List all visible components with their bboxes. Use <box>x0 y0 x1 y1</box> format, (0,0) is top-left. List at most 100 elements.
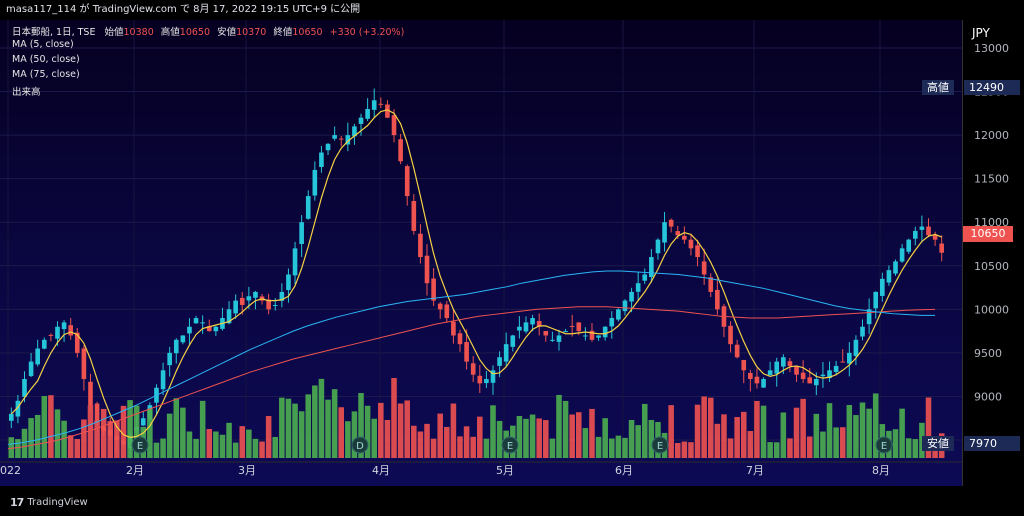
candle-body <box>74 332 80 353</box>
volume-bar <box>853 415 859 458</box>
volume-bar <box>576 412 582 458</box>
volume-bar <box>628 419 635 458</box>
ma75-legend[interactable]: MA (75, close) <box>12 69 80 80</box>
event-marker-label: E <box>881 441 887 452</box>
candle-body <box>649 257 654 278</box>
volume-bar <box>457 436 463 458</box>
candle-body <box>543 331 549 336</box>
volume-bar <box>470 436 476 458</box>
volume-bar <box>674 442 681 458</box>
candle-body <box>371 100 377 110</box>
volume-bar <box>872 393 879 458</box>
volume-bar <box>582 428 589 458</box>
candle-body <box>464 341 469 362</box>
volume-bar <box>919 422 925 458</box>
candle-body <box>352 126 357 137</box>
candle-body <box>906 239 912 252</box>
candle-body <box>391 115 397 136</box>
candle-body <box>338 138 344 140</box>
candle-body <box>517 326 522 331</box>
candle-body <box>701 261 707 275</box>
tradingview-logo[interactable]: 17 TradingView <box>10 496 88 509</box>
open-value: 10380 <box>123 27 154 38</box>
ma75-line <box>7 270 935 445</box>
volume-bar <box>186 431 193 458</box>
volume-bar <box>259 441 265 458</box>
candle-body <box>840 361 846 363</box>
candle-body <box>629 291 634 302</box>
volume-bar <box>371 418 377 458</box>
candle-body <box>48 334 54 336</box>
volume-bar <box>477 416 483 458</box>
candle-body <box>668 219 674 227</box>
candle-body <box>253 291 258 298</box>
event-marker-icon <box>501 436 519 454</box>
volume-bar <box>496 420 503 458</box>
volume-bar <box>28 418 34 458</box>
event-marker-label: D <box>356 441 364 452</box>
symbol-legend: 日本郵船, 1日, TSE 始値10380 高値10650 安値10370 終値… <box>12 24 404 38</box>
x-tick-label: 2月 <box>126 464 144 477</box>
candle-body <box>239 297 245 305</box>
candle-body <box>741 359 747 371</box>
volume-bar <box>437 413 443 458</box>
candle-body <box>81 348 87 380</box>
tradingview-mark-icon: 17 <box>10 496 24 509</box>
volume-bar <box>602 418 608 458</box>
candle-body <box>365 108 370 119</box>
candle-body <box>490 370 496 383</box>
candle-body <box>926 226 931 236</box>
candle-body <box>569 325 575 327</box>
event-marker-label: E <box>657 441 663 452</box>
x-tick-label: 5月 <box>496 464 514 477</box>
volume-bar <box>747 430 754 458</box>
ma5-legend[interactable]: MA (5, close) <box>12 39 74 50</box>
candle-body <box>55 326 60 339</box>
volume-bar <box>688 442 694 458</box>
candle-body <box>794 366 799 375</box>
candle-body <box>899 248 905 262</box>
candle-body <box>635 283 641 292</box>
candle-body <box>602 326 608 338</box>
volume-bar <box>430 438 437 458</box>
price-axis[interactable] <box>962 20 1024 486</box>
volume-bar <box>160 438 166 458</box>
volume-bar <box>120 405 127 458</box>
candle-body <box>510 335 516 347</box>
candle-body <box>589 330 595 340</box>
candle-body <box>200 322 205 324</box>
volume-legend[interactable]: 出来高 <box>12 87 41 98</box>
volume-bar <box>556 394 562 458</box>
volume-bar <box>54 409 61 458</box>
volume-bar <box>912 439 919 458</box>
candle-body <box>761 379 766 388</box>
y-tick-label: 9000 <box>974 390 1002 403</box>
candle-body <box>550 339 555 341</box>
volume-bar <box>246 429 252 458</box>
ma50-legend[interactable]: MA (50, close) <box>12 54 80 65</box>
candle-body <box>616 309 621 320</box>
candle-body <box>68 325 73 336</box>
volume-bar <box>358 393 364 458</box>
volume-bar <box>925 397 932 458</box>
candle-body <box>807 377 813 384</box>
candle-body <box>814 379 819 386</box>
volume-bar <box>173 398 180 458</box>
volume-bar <box>641 403 648 458</box>
candle-body <box>728 325 733 345</box>
volume-bar <box>107 421 114 458</box>
candle-body <box>457 333 463 345</box>
candle-body <box>22 379 27 397</box>
candle-body <box>437 303 443 310</box>
candle-body <box>530 318 535 325</box>
volume-bar <box>232 442 239 458</box>
volume-bar <box>67 435 74 458</box>
volume-bar <box>787 438 793 458</box>
volume-bar <box>279 397 285 458</box>
x-tick-label: 8月 <box>872 464 890 477</box>
candle-body <box>345 135 351 145</box>
volume-bar <box>180 407 186 458</box>
volume-bar <box>127 400 133 458</box>
volume-bar <box>318 378 325 458</box>
